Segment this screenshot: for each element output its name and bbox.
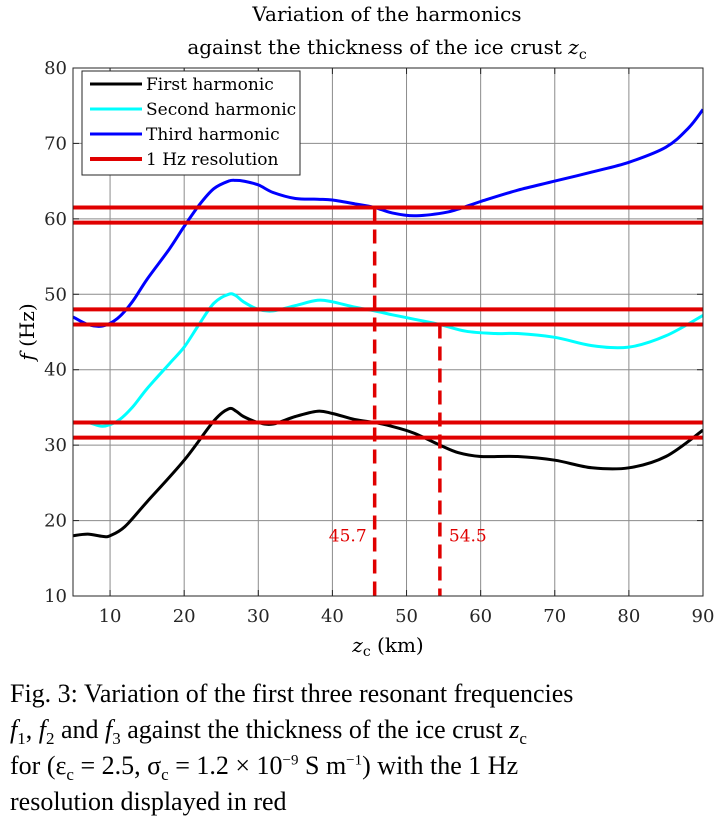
caption-f1: f [10, 715, 18, 744]
plot-area [73, 108, 703, 596]
series-line-2 [73, 292, 703, 428]
caption-sigma-exp: −9 [282, 752, 299, 769]
y-tick-label: 40 [44, 360, 67, 381]
marker-label: 45.7 [329, 527, 367, 547]
y-tick-label: 20 [44, 511, 67, 532]
caption-f1-sub: 1 [17, 729, 26, 749]
figure-caption: Fig. 3: Variation of the first three res… [10, 676, 717, 820]
chart-title-line2: against the thickness of the ice crust z… [72, 35, 702, 67]
y-tick-label: 60 [44, 209, 67, 230]
x-tick-label: 30 [247, 606, 270, 627]
caption-unit-exp: −1 [346, 752, 363, 769]
caption-text-4: resolution displayed in red [10, 787, 287, 816]
caption-zc: z [509, 715, 520, 744]
x-tick-label: 80 [617, 606, 640, 627]
x-tick-label: 20 [173, 606, 196, 627]
x-tick-label: 70 [543, 606, 566, 627]
legend: First harmonic Second harmonic Third harmo… [81, 70, 301, 176]
caption-sigma-val: = 1.2 × 10 [168, 751, 283, 780]
axes-box [72, 67, 704, 597]
chart-title-var: z [568, 35, 579, 59]
caption-line-2: f1, f2 and f3 against the thickness of t… [10, 715, 527, 749]
caption-f2-sub: 2 [45, 729, 55, 749]
chart-title-line1: Variation of the harmonics [252, 2, 522, 26]
caption-zc-sub: c [519, 729, 527, 749]
caption-and: and [60, 715, 99, 744]
y-tick-label: 50 [44, 284, 67, 305]
x-axis-label: zc (km) [351, 633, 423, 660]
series-line-1 [73, 406, 703, 539]
figure: Variation of the harmonics against the t… [15, 2, 715, 660]
caption-fig-label: Fig. 3: [10, 679, 78, 708]
chart-title-sub: c [578, 47, 587, 63]
marker-label: 54.5 [449, 527, 487, 547]
x-tick-label: 60 [469, 606, 492, 627]
legend-label: First harmonic [146, 75, 274, 95]
caption-line-3: for (εc = 2.5, σc = 1.2 × 10−9 S m−1) wi… [10, 748, 717, 784]
legend-label: Third harmonic [146, 125, 280, 145]
x-tick-label: 40 [321, 606, 344, 627]
caption-eps-val: = 2.5, [73, 751, 148, 780]
caption-f2: f [38, 715, 46, 744]
x-axis-label-var: z [351, 633, 363, 657]
y-tick-label: 80 [44, 58, 67, 79]
caption-f3-sub: 3 [112, 729, 121, 749]
caption-eps: (ε [46, 751, 67, 780]
caption-text-2: against the thickness of the ice crust [127, 715, 503, 744]
caption-text: Variation of the first three resonant fr… [83, 679, 574, 708]
x-axis-label-unit: (km) [371, 633, 424, 657]
legend-label: Second harmonic [146, 100, 296, 120]
caption-sigma: σ [147, 751, 162, 780]
caption-text-3: ) with the 1 Hz [362, 751, 519, 780]
caption-f3: f [105, 715, 113, 744]
y-tick-label: 10 [44, 586, 67, 607]
chart: 45.7 54.5 10 20 30 40 50 60 70 80 90 10 20 30 40 50 60 70… [15, 58, 715, 660]
caption-line-1: Fig. 3: Variation of the first three res… [10, 676, 717, 712]
y-tick-label: 70 [44, 133, 67, 154]
legend-label: 1 Hz resolution [146, 150, 278, 170]
series-line-3 [73, 108, 703, 328]
caption-for: for [10, 751, 41, 780]
caption-eps-sub: c [66, 765, 74, 785]
caption-line-4: resolution displayed in red [10, 784, 717, 820]
caption-sigma-sub: c [161, 765, 169, 785]
y-axis-label: f (Hz) [15, 303, 39, 362]
x-axis-label-sub: c [363, 644, 371, 660]
y-tick-label: 30 [44, 435, 67, 456]
x-tick-label: 90 [692, 606, 715, 627]
x-tick-label: 10 [99, 606, 122, 627]
chart-title-text: against the thickness of the ice crust [187, 35, 569, 59]
x-tick-label: 50 [395, 606, 418, 627]
y-axis-label-unit: (Hz) [15, 303, 39, 353]
caption-unit: S m [298, 751, 347, 780]
